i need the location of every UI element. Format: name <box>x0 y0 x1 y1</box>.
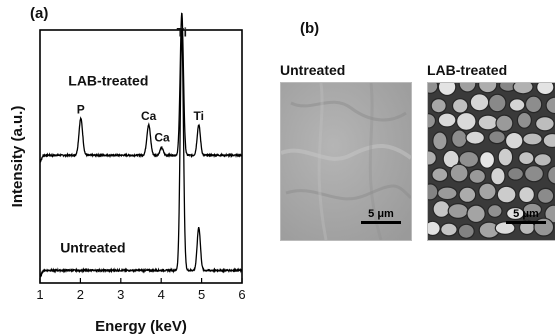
x-tick-label: 6 <box>238 287 245 302</box>
sem-lab-treated-title: LAB-treated <box>427 62 508 78</box>
chart-ticks: 1 2 3 4 5 6 <box>36 278 246 302</box>
scale-bar-line <box>506 221 546 224</box>
peak-label: Ca <box>154 130 170 144</box>
sem-grain-texture <box>428 83 555 240</box>
x-tick-label: 1 <box>36 287 43 302</box>
sem-untreated-title: Untreated <box>280 62 346 78</box>
panel-a-label: (a) <box>30 5 49 22</box>
chart-annotations: P Ca Ca Ti Ti <box>77 25 204 144</box>
series-line-lab-treated <box>39 12 243 163</box>
sem-lab-treated-image <box>427 82 555 241</box>
series-label: LAB-treated <box>68 73 148 89</box>
panel-b-label: (b) <box>300 20 320 37</box>
series-line-untreated <box>39 30 243 278</box>
series-label: Untreated <box>60 240 125 256</box>
x-tick-label: 2 <box>77 287 84 302</box>
x-tick-label: 4 <box>158 287 165 302</box>
x-tick-label: 5 <box>198 287 205 302</box>
chart-series: LAB-treated Untreated <box>39 12 243 278</box>
x-axis-label: Energy (keV) <box>95 318 187 335</box>
y-axis-label: Intensity (a.u.) <box>9 106 26 208</box>
scale-bar-label: 5 μm <box>368 208 394 220</box>
peak-label: P <box>77 102 85 116</box>
sem-lab-treated-scale-bar: 5 μm <box>506 208 546 224</box>
sem-untreated-scale-bar: 5 μm <box>361 208 401 224</box>
x-tick-label: 3 <box>117 287 124 302</box>
peak-label: Ti <box>177 25 187 39</box>
peak-label: Ca <box>141 109 157 123</box>
sem-untreated-image <box>280 82 412 241</box>
scale-bar-label: 5 μm <box>513 208 539 220</box>
peak-label: Ti <box>194 109 204 123</box>
scale-bar-line <box>361 221 401 224</box>
eds-spectrum-chart: 1 2 3 4 5 6 LAB-treated Untreated P Ca Ca Ti Ti En… <box>9 12 246 335</box>
chart-axis-labels: Energy (keV) Intensity (a.u.) <box>9 106 187 335</box>
